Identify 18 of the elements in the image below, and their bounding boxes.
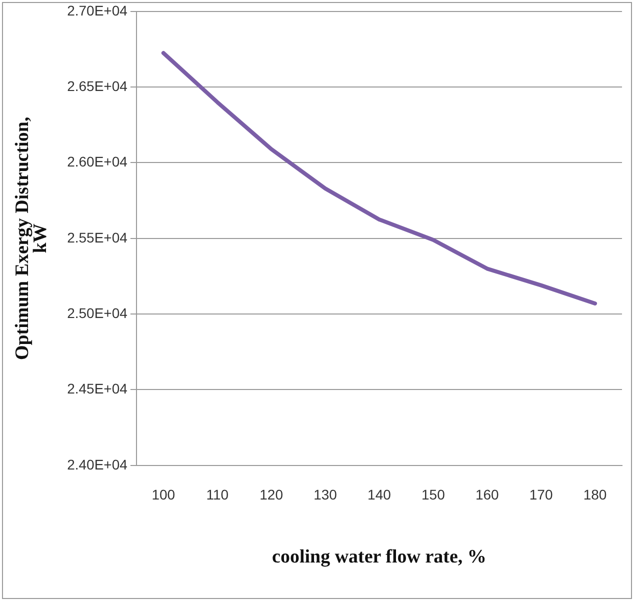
x-tick-label: 170 xyxy=(529,486,553,503)
x-tick-label: 110 xyxy=(206,486,229,503)
x-tick-label: 120 xyxy=(260,486,284,503)
x-tick-label: 140 xyxy=(368,486,392,503)
x-tick-label: 100 xyxy=(152,486,176,503)
x-tick-label: 130 xyxy=(314,486,338,503)
x-tick-label: 160 xyxy=(475,486,500,503)
y-tick-label: 2.70E+04 xyxy=(67,2,128,18)
x-tick-label: 180 xyxy=(583,486,607,503)
y-tick-label: 2.45E+04 xyxy=(67,380,128,397)
y-tick-label: 2.40E+04 xyxy=(67,456,128,472)
y-tick-label: 2.65E+04 xyxy=(67,78,128,94)
y-tick-label: 2.60E+04 xyxy=(67,154,128,170)
y-axis-title: Optimum Exergy Distruction, kW xyxy=(12,116,51,360)
y-tick-label: 2.50E+04 xyxy=(67,304,128,321)
x-axis-title: cooling water flow rate, % xyxy=(272,546,486,568)
x-tick-label: 150 xyxy=(421,486,446,503)
y-tick-label: 2.55E+04 xyxy=(67,229,128,246)
